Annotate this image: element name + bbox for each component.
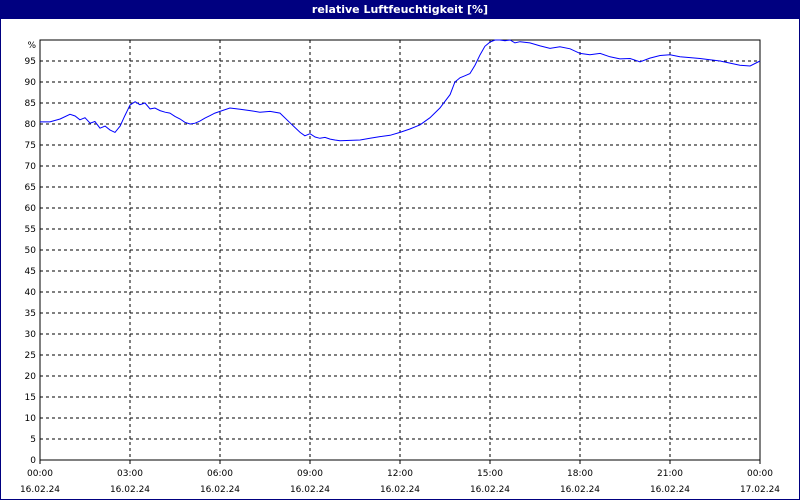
x-tick-date-label: 16.02.24	[380, 485, 420, 495]
y-tick-label: 50	[25, 246, 37, 256]
x-tick-date-label: 16.02.24	[20, 485, 60, 495]
y-tick-label: 85	[25, 99, 36, 109]
y-tick-label: 60	[25, 204, 37, 214]
x-tick-time-label: 18:00	[567, 469, 593, 479]
x-tick-date-label: 16.02.24	[470, 485, 510, 495]
y-tick-label: 45	[25, 267, 36, 277]
y-tick-label: 80	[25, 120, 37, 130]
x-tick-date-label: 17.02.24	[740, 485, 780, 495]
grid-lines	[40, 40, 760, 460]
x-tick-date-label: 16.02.24	[650, 485, 690, 495]
x-tick-date-label: 16.02.24	[560, 485, 600, 495]
y-tick-label: 30	[25, 330, 37, 340]
x-tick-time-label: 00:00	[27, 469, 53, 479]
y-tick-label: 20	[25, 372, 37, 382]
x-tick-date-label: 16.02.24	[200, 485, 240, 495]
y-tick-label: 40	[25, 288, 37, 298]
x-tick-time-label: 03:00	[117, 469, 143, 479]
humidity-line	[40, 39, 761, 142]
y-tick-label: 75	[25, 141, 36, 151]
y-tick-label: 55	[25, 225, 36, 235]
x-tick-time-label: 00:00	[747, 469, 773, 479]
y-tick-label: 65	[25, 183, 36, 193]
y-tick-label: 5	[30, 435, 36, 445]
x-tick-date-label: 16.02.24	[110, 485, 150, 495]
y-tick-label: 70	[25, 162, 37, 172]
x-tick-time-label: 09:00	[297, 469, 323, 479]
chart-title: relative Luftfeuchtigkeit [%]	[1, 1, 799, 19]
y-tick-label: 35	[25, 309, 36, 319]
y-tick-label: 15	[25, 393, 36, 403]
x-tick-time-label: 12:00	[387, 469, 413, 479]
y-axis-ticks: 0 5 10 15 20 25 30 35 40 45 50 55 60 65 70 75 80 85 90 95	[25, 57, 37, 466]
y-tick-label: 10	[25, 414, 37, 424]
y-axis-unit-label: %	[27, 41, 36, 51]
x-tick-time-label: 06:00	[207, 469, 233, 479]
x-tick-time-label: 15:00	[477, 469, 503, 479]
x-axis-ticks: 00:00 16.02.24 03:00 16.02.24 06:00 16.02.24 0…	[20, 460, 780, 495]
y-tick-label: 90	[25, 78, 37, 88]
x-tick-time-label: 21:00	[657, 469, 683, 479]
x-tick-date-label: 16.02.24	[290, 485, 330, 495]
y-tick-label: 25	[25, 351, 36, 361]
y-tick-label: 0	[30, 456, 36, 466]
y-tick-label: 95	[25, 57, 36, 67]
